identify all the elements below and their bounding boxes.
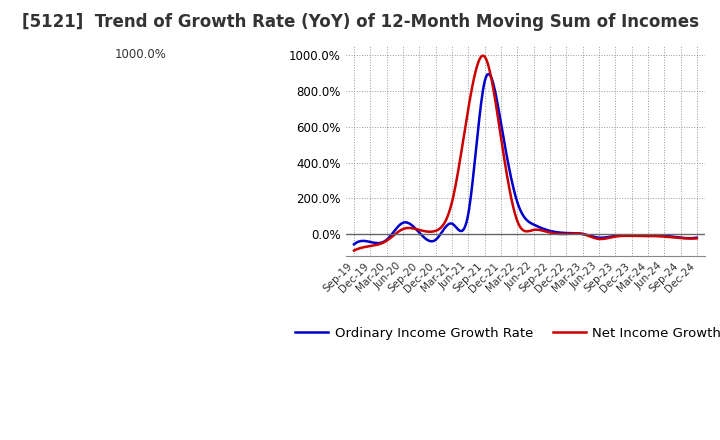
Ordinary Income Growth Rate bbox=[391, 227, 400, 232]
Net Income Growth Rate bbox=[598, 236, 607, 242]
Ordinary Income Growth Rate bbox=[484, 71, 492, 77]
Net Income Growth Rate bbox=[479, 53, 487, 58]
Ordinary Income Growth Rate bbox=[598, 235, 607, 240]
Ordinary Income Growth Rate bbox=[462, 222, 470, 227]
Text: 1000.0%: 1000.0% bbox=[114, 48, 166, 61]
Net Income Growth Rate bbox=[350, 248, 359, 253]
Legend: Ordinary Income Growth Rate, Net Income Growth Rate: Ordinary Income Growth Rate, Net Income … bbox=[289, 322, 720, 345]
Line: Net Income Growth Rate: Net Income Growth Rate bbox=[354, 55, 697, 251]
Net Income Growth Rate bbox=[600, 236, 608, 242]
Ordinary Income Growth Rate bbox=[600, 235, 608, 240]
Ordinary Income Growth Rate bbox=[693, 235, 701, 240]
Line: Ordinary Income Growth Rate: Ordinary Income Growth Rate bbox=[354, 74, 697, 244]
Ordinary Income Growth Rate bbox=[350, 242, 359, 247]
Text: [5121]  Trend of Growth Rate (YoY) of 12-Month Moving Sum of Incomes: [5121] Trend of Growth Rate (YoY) of 12-… bbox=[22, 13, 698, 31]
Net Income Growth Rate bbox=[462, 122, 470, 127]
Net Income Growth Rate bbox=[566, 231, 575, 236]
Ordinary Income Growth Rate bbox=[486, 73, 495, 79]
Net Income Growth Rate bbox=[693, 236, 701, 241]
Net Income Growth Rate bbox=[391, 231, 400, 237]
Net Income Growth Rate bbox=[486, 72, 495, 77]
Ordinary Income Growth Rate bbox=[566, 231, 575, 236]
